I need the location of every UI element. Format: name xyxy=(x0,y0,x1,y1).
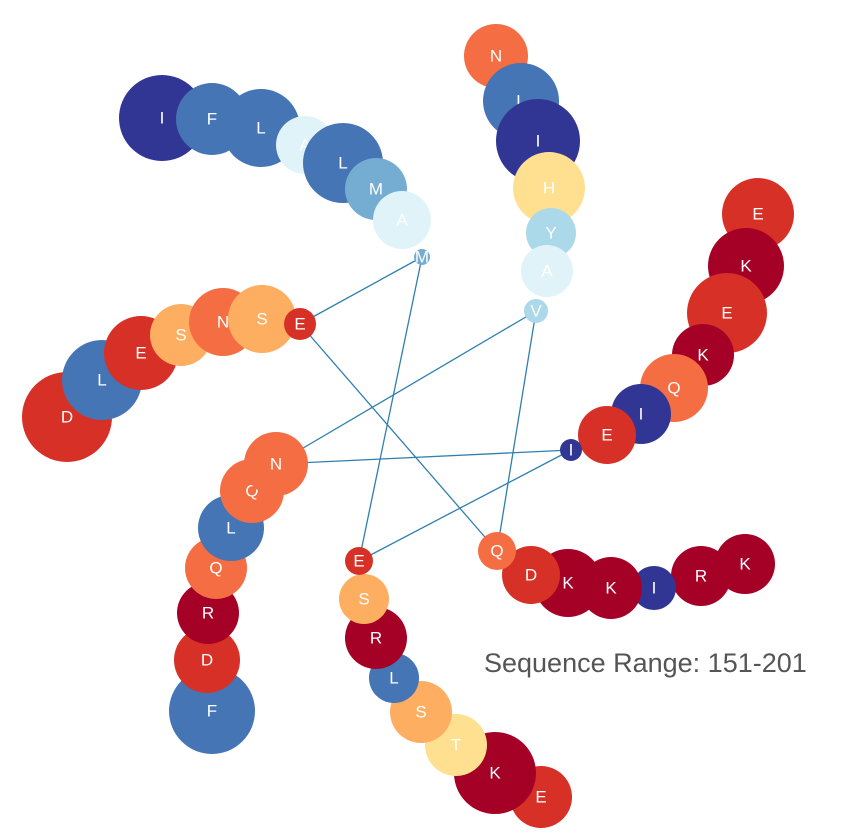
sequence-range-label: Sequence Range: 151-201 xyxy=(484,648,807,678)
residue-circle xyxy=(169,668,255,754)
residue-label: K xyxy=(562,574,574,593)
residue-label: Q xyxy=(490,542,503,561)
residue-label: F xyxy=(207,702,217,721)
connector-line xyxy=(299,323,498,552)
residue-circle xyxy=(560,439,582,461)
residue-label: V xyxy=(530,302,542,321)
residue-circle xyxy=(526,208,576,258)
residue-label: R xyxy=(370,629,382,648)
residue-label: T xyxy=(451,736,461,755)
residue-label: M xyxy=(415,248,429,267)
residue-circle xyxy=(502,546,560,604)
residue-label: I xyxy=(160,109,165,128)
residue-label: L xyxy=(389,669,398,688)
residue-label: R xyxy=(695,567,707,586)
residue-label: L xyxy=(256,119,265,138)
residue-label: K xyxy=(697,346,709,365)
residue-label: D xyxy=(201,651,213,670)
residue-circle xyxy=(284,308,316,340)
residue-label: K xyxy=(739,555,751,574)
connector-line xyxy=(496,310,537,552)
residue-label: I xyxy=(639,405,644,424)
residue-label: Y xyxy=(545,224,556,243)
connector-line xyxy=(358,449,572,562)
residue-circle xyxy=(513,152,585,224)
helix-connector-lines xyxy=(275,256,572,562)
arm-top: N L I H YA V xyxy=(464,24,585,323)
residue-circle xyxy=(244,432,308,496)
residue-circle xyxy=(228,285,296,353)
residue-circle xyxy=(632,566,676,610)
residue-label: E xyxy=(721,304,732,323)
residue-label: Q xyxy=(667,379,680,398)
residue-label: S xyxy=(256,310,267,329)
residue-circle xyxy=(521,245,573,297)
residue-label: F xyxy=(207,110,217,129)
residue-label: E xyxy=(752,205,763,224)
residue-label: N xyxy=(270,455,282,474)
residue-label: L xyxy=(97,371,106,390)
residue-label: E xyxy=(294,315,305,334)
residue-circle xyxy=(414,249,430,265)
residue-label: L xyxy=(338,154,347,173)
residue-circle xyxy=(578,406,636,464)
residue-label: Q xyxy=(209,559,222,578)
residue-label: S xyxy=(175,326,186,345)
residue-circle xyxy=(373,191,431,249)
arm-left: D L E S N S E xyxy=(22,285,316,462)
residue-label: K xyxy=(740,257,752,276)
residue-label: E xyxy=(601,426,612,445)
residue-label: H xyxy=(543,179,555,198)
connector-line xyxy=(299,256,423,325)
residue-circle xyxy=(174,627,240,693)
residue-arms: I F LALMAMNLIHYAVEKEKQIEIKRIKKDQEKTSLRSEFD… xyxy=(22,24,794,828)
residue-label: A xyxy=(541,262,553,281)
residue-label: D xyxy=(61,408,73,427)
residue-label: A xyxy=(396,211,408,230)
residue-label: R xyxy=(202,604,214,623)
residue-label: E xyxy=(353,552,364,571)
residue-circle xyxy=(524,299,548,323)
connector-line xyxy=(358,256,423,562)
residue-label: N xyxy=(490,47,502,66)
residue-circle xyxy=(339,574,389,624)
residue-label: L xyxy=(226,519,235,538)
arm-lower-right: K R I K K D Q xyxy=(478,532,775,619)
residue-label: D xyxy=(525,566,537,585)
connector-line xyxy=(275,449,572,465)
residue-label: S xyxy=(358,590,369,609)
residue-label: S xyxy=(415,703,426,722)
residue-label: E xyxy=(535,788,546,807)
residue-circle xyxy=(345,547,373,575)
residue-circle xyxy=(478,532,516,570)
residue-label: K xyxy=(489,764,501,783)
residue-label: K xyxy=(605,579,617,598)
residue-label: M xyxy=(369,180,383,199)
residue-label: L xyxy=(516,92,525,111)
residue-label: I xyxy=(536,132,541,151)
residue-label: N xyxy=(217,313,229,332)
residue-label: I xyxy=(569,441,574,460)
residue-label: E xyxy=(135,344,146,363)
residue-label: I xyxy=(652,579,657,598)
connector-line xyxy=(275,310,537,465)
residue-circle xyxy=(671,546,731,606)
